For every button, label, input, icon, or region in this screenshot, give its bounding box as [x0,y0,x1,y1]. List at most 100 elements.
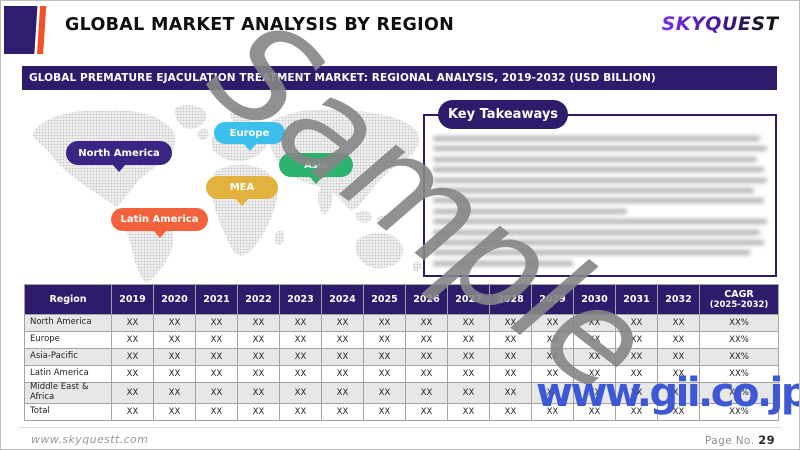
table-value-cell: XX [237,382,280,404]
table-col-header-year: 2029 [531,284,574,315]
table-value-cell: XX [153,402,196,421]
redacted-text-line [433,187,754,193]
table-value-cell: XX [447,382,490,404]
map-label-text: North America [78,147,160,159]
table-row: Total XX XX XX XX XX XX XX XX XX XX XX XX XX XX XX% [24,402,779,421]
table-cagr-cell: XX% [699,402,779,421]
table-value-cell: XX [279,348,322,366]
table-value-cell: XX [153,365,196,383]
table-value-cell: XX [363,331,406,349]
table-value-cell: XX [237,331,280,349]
table-value-cell: XX [321,331,364,349]
table-value-cell: XX [615,365,658,383]
table-value-cell: XX [195,348,238,366]
table-value-cell: XX [111,348,154,366]
map-label-north-america: North America [66,141,172,172]
table-col-header-region: Region [24,284,112,315]
redacted-text-line [433,208,627,214]
redacted-text-line [433,219,767,225]
table-value-cell: XX [405,348,448,366]
map-label-asia: Asia [279,153,353,184]
table-value-cell: XX [237,314,280,332]
table-col-header-year: 2022 [237,284,280,315]
table-value-cell: XX [237,348,280,366]
map-label-text: Asia [304,159,328,171]
table-value-cell: XX [447,365,490,383]
map-label-text: MEA [229,182,255,193]
table-value-cell: XX [321,365,364,383]
table-col-header-year: 2028 [489,284,532,315]
table-value-cell: XX [573,314,616,332]
table-value-cell: XX [615,348,658,366]
table-value-cell: XX [615,331,658,349]
table-value-cell: XX [405,382,448,404]
key-takeaways-box [423,114,777,277]
key-takeaways-redacted-text [433,136,767,271]
redacted-text-line [433,260,574,266]
skyquest-logo: SKYQUEST [661,13,779,35]
table-region-cell: North America [24,314,112,332]
map-label-mea: MEA [206,176,278,206]
key-takeaways-title: Key Takeaways [438,100,568,129]
table-col-header-year: 2030 [573,284,616,315]
table-value-cell: XX [573,402,616,421]
table-cagr-cell: XX% [699,365,779,383]
table-cagr-cell: XX% [699,348,779,366]
table-value-cell: XX [111,331,154,349]
table-col-header-year: 2024 [321,284,364,315]
redacted-text-line [433,229,761,235]
footer-divider [19,427,781,428]
table-row: Latin America XX XX XX XX XX XX XX XX XX XX XX XX XX X… [24,365,779,383]
table-value-cell: XX [531,314,574,332]
table-region-cell: Asia-Pacific [24,348,112,366]
table-value-cell: XX [363,314,406,332]
redacted-text-line [433,239,764,245]
redacted-text-line [433,198,764,204]
header-accent-orange-shape [37,6,47,54]
page-number-label: Page No. [705,435,755,447]
table-value-cell: XX [111,382,154,404]
table-value-cell: XX [489,348,532,366]
section-banner: GLOBAL PREMATURE EJACULATION TREATMENT M… [22,66,777,90]
table-value-cell: XX [153,331,196,349]
table-value-cell: XX [657,365,700,383]
map-label-text: Latin America [120,214,199,225]
table-value-cell: XX [447,348,490,366]
table-value-cell: XX [363,348,406,366]
table-value-cell: XX [195,365,238,383]
table-value-cell: XX [573,348,616,366]
table-value-cell: XX [615,402,658,421]
redacted-text-line [433,146,767,152]
table-col-header-year: 2023 [279,284,322,315]
table-value-cell: XX [111,314,154,332]
table-value-cell: XX [153,382,196,404]
table-value-cell: XX [321,314,364,332]
table-value-cell: XX [195,402,238,421]
redacted-text-line [433,136,761,141]
gii-watermark[interactable]: www.gii.co.jp [536,370,800,416]
map-label-europe: Europe [214,122,285,151]
table-cagr-cell: XX% [699,314,779,332]
table-value-cell: XX [657,402,700,421]
table-region-cell: Latin America [24,365,112,383]
table-col-header-year: 2021 [195,284,238,315]
table-value-cell: XX [321,348,364,366]
table-value-cell: XX [153,314,196,332]
table-value-cell: XX [531,331,574,349]
table-value-cell: XX [489,382,532,404]
table-value-cell: XX [195,314,238,332]
table-header-row: Region 2019 2020 2021 2022 2023 2024 2025 2026 20… [24,284,779,315]
footer-website-link[interactable]: www.skyquestt.com [31,433,149,446]
table-region-cell: Europe [24,331,112,349]
table-value-cell: XX [657,314,700,332]
table-row: Asia-Pacific XX XX XX XX XX XX XX XX XX XX XX XX XX XX… [24,348,779,366]
table-cagr-cell: XX% [699,331,779,349]
table-value-cell: XX [111,365,154,383]
table-value-cell: XX [405,331,448,349]
table-col-header-year: 2025 [363,284,406,315]
table-row: North America XX XX XX XX XX XX XX XX XX XX XX XX XX X… [24,314,779,332]
table-value-cell: XX [237,402,280,421]
table-value-cell: XX [279,382,322,404]
table-cagr-cell: XX% [699,382,779,404]
